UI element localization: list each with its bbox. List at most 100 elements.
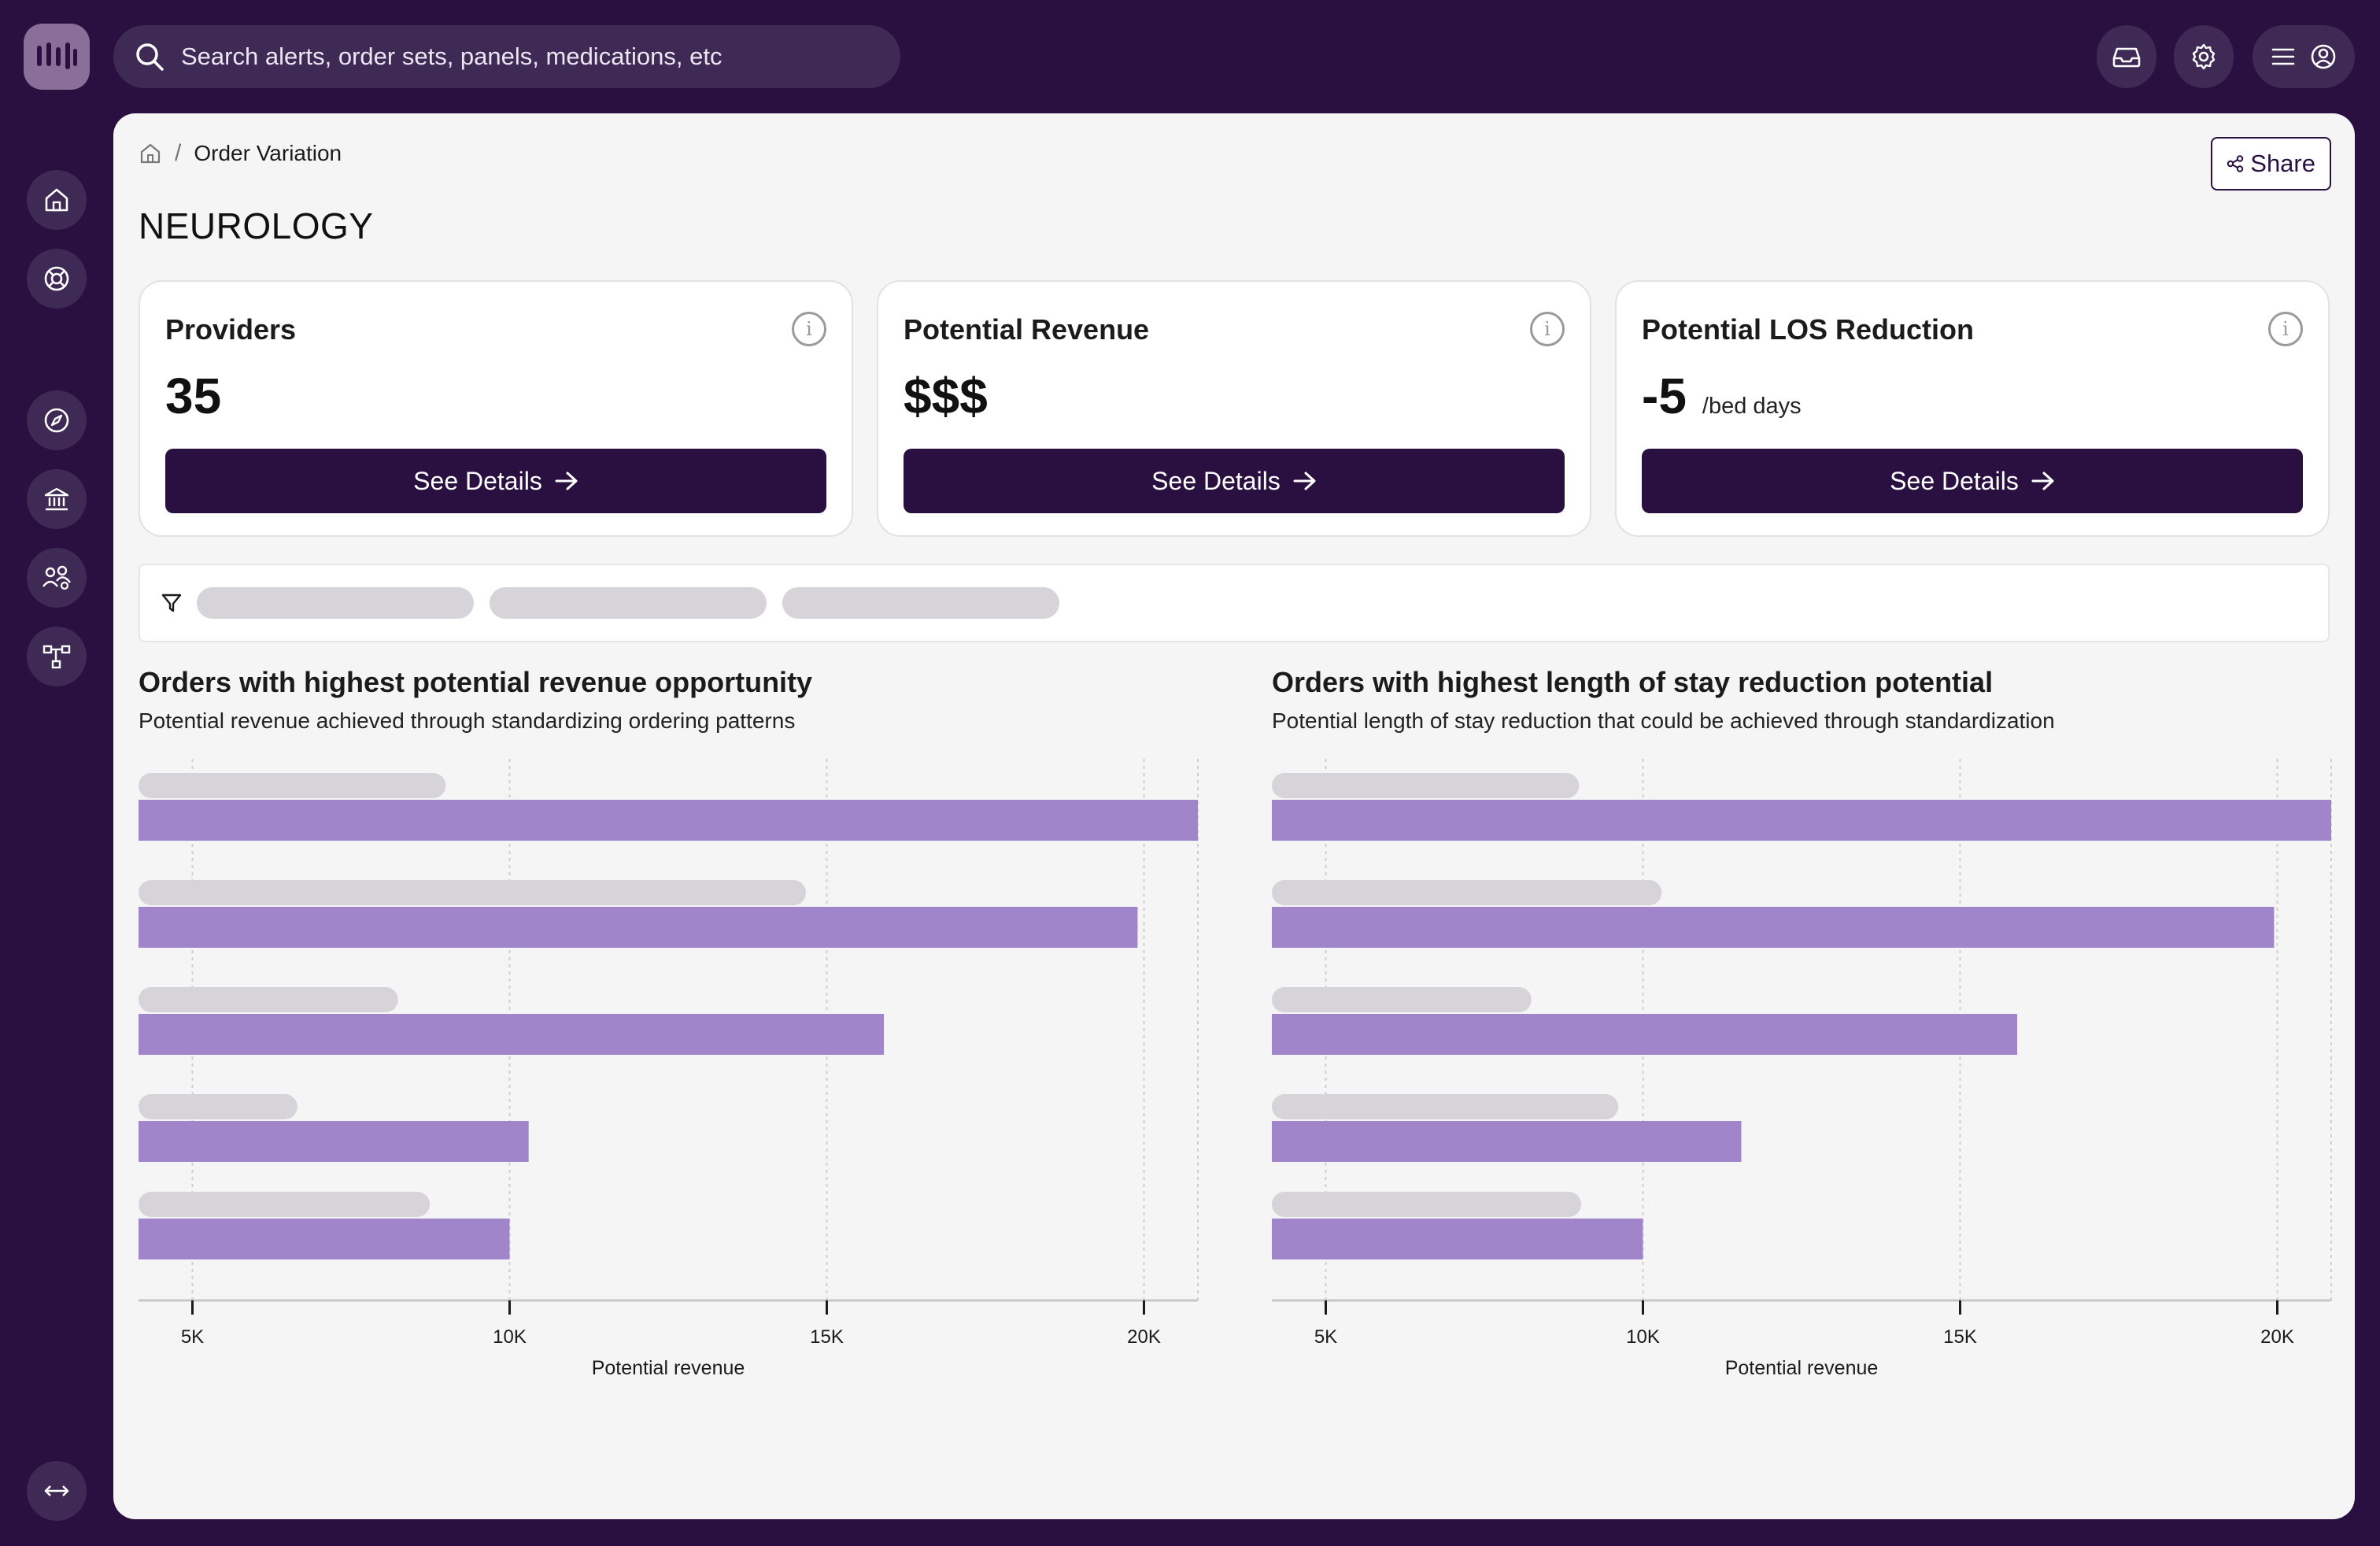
card-title: Potential LOS Reduction (1642, 313, 1974, 346)
x-tick-label: 20K (1127, 1326, 1161, 1348)
info-icon[interactable]: i (792, 312, 826, 346)
x-axis-label: Potential revenue (592, 1357, 745, 1379)
bar (139, 1121, 529, 1162)
account-menu-button[interactable] (2252, 25, 2355, 88)
bar (139, 800, 1198, 841)
category-label-placeholder (139, 880, 806, 905)
nav-explore[interactable] (27, 390, 87, 450)
x-tick-label: 10K (493, 1326, 527, 1348)
bank-icon (42, 485, 71, 513)
x-axis-label: Potential revenue (1725, 1357, 1879, 1379)
nav-support[interactable] (27, 249, 87, 309)
info-icon[interactable]: i (1530, 312, 1565, 346)
potential-revenue-card: Potential Revenue i $$$ See Details (877, 280, 1591, 537)
card-value: 35 (165, 367, 237, 425)
search-bar[interactable] (113, 25, 900, 88)
breadcrumb-current: Order Variation (194, 141, 342, 166)
see-details-button[interactable]: See Details (1642, 449, 2303, 513)
nav-home[interactable] (27, 170, 87, 230)
network-icon (42, 642, 72, 671)
filter-chip[interactable] (197, 587, 474, 619)
page-title: NEUROLOGY (139, 205, 373, 247)
home-icon (42, 186, 71, 214)
x-tick-label: 20K (2260, 1326, 2294, 1348)
see-details-label: See Details (1890, 467, 2019, 496)
home-icon[interactable] (139, 142, 162, 165)
bar (139, 1014, 884, 1055)
see-details-label: See Details (1151, 467, 1281, 496)
info-icon[interactable]: i (2268, 312, 2303, 346)
share-label: Share (2250, 150, 2315, 178)
category-label-placeholder (139, 987, 398, 1012)
card-value-unit: /bed days (1702, 394, 1802, 420)
card-title: Potential Revenue (904, 313, 1149, 346)
chart-title: Orders with highest potential revenue op… (139, 666, 812, 699)
x-tick-label: 10K (1626, 1326, 1660, 1348)
card-value-number: -5 (1642, 367, 1687, 425)
x-tick-label: 5K (1314, 1326, 1337, 1348)
los-reduction-card: Potential LOS Reduction i -5 /bed days S… (1615, 280, 2330, 537)
bar (1272, 1014, 2017, 1055)
x-tick-label: 15K (810, 1326, 844, 1348)
expand-sidebar-button[interactable] (27, 1461, 87, 1521)
inbox-icon (2112, 43, 2141, 71)
share-icon (2227, 155, 2244, 172)
card-value-number: $$$ (904, 367, 988, 425)
category-label-placeholder (1272, 880, 1661, 905)
bar (1272, 907, 2274, 948)
menu-icon (2271, 46, 2296, 68)
category-label-placeholder (139, 1192, 430, 1217)
category-label-placeholder (139, 773, 445, 798)
filter-icon[interactable] (161, 592, 183, 614)
gear-icon (2190, 43, 2218, 71)
arrow-right-icon (555, 471, 578, 491)
nav-institution[interactable] (27, 469, 87, 529)
card-value: -5 /bed days (1642, 367, 1802, 425)
nav-workflows[interactable] (27, 627, 87, 686)
breadcrumb-separator: / (175, 140, 181, 167)
users-icon (41, 564, 72, 592)
x-tick-label: 5K (181, 1326, 204, 1348)
card-value: $$$ (904, 367, 1003, 425)
logo-icon (35, 41, 79, 72)
chart-subtitle: Potential length of stay reduction that … (1272, 708, 2055, 734)
main-panel: / Order Variation Share NEUROLOGY Provid… (113, 113, 2355, 1519)
bar (1272, 1219, 1643, 1259)
bar (139, 907, 1137, 948)
see-details-button[interactable]: See Details (904, 449, 1565, 513)
expand-horizontal-icon (42, 1483, 71, 1499)
filter-chip[interactable] (490, 587, 767, 619)
category-label-placeholder (1272, 1094, 1618, 1119)
filter-chip[interactable] (782, 587, 1059, 619)
chart-title: Orders with highest length of stay reduc… (1272, 666, 1993, 699)
category-label-placeholder (1272, 987, 1532, 1012)
filter-bar (139, 564, 2330, 642)
x-tick-label: 15K (1943, 1326, 1977, 1348)
arrow-right-icon (2031, 471, 2055, 491)
settings-button[interactable] (2174, 25, 2234, 88)
card-value-number: 35 (165, 367, 221, 425)
user-icon (2310, 43, 2337, 70)
category-label-placeholder (1272, 1192, 1581, 1217)
see-details-label: See Details (413, 467, 542, 496)
lifebuoy-icon (42, 264, 71, 293)
providers-card: Providers i 35 See Details (139, 280, 853, 537)
nav-providers[interactable] (27, 548, 87, 608)
see-details-button[interactable]: See Details (165, 449, 826, 513)
bar (1272, 800, 2331, 841)
search-icon (134, 41, 165, 72)
share-button[interactable]: Share (2211, 137, 2331, 190)
app-logo[interactable] (24, 24, 90, 90)
breadcrumb: / Order Variation (139, 140, 342, 167)
bar (1272, 1121, 1741, 1162)
arrow-right-icon (1293, 471, 1317, 491)
category-label-placeholder (139, 1094, 298, 1119)
chart-subtitle: Potential revenue achieved through stand… (139, 708, 795, 734)
compass-icon (42, 406, 71, 435)
bar (139, 1219, 510, 1259)
revenue-opportunity-chart: 5K 10K 15K 20K Potential revenue (139, 759, 1198, 1507)
search-input[interactable] (181, 43, 874, 71)
los-reduction-chart: 5K 10K 15K 20K Potential revenue (1272, 759, 2331, 1507)
card-title: Providers (165, 313, 296, 346)
inbox-button[interactable] (2097, 25, 2156, 88)
